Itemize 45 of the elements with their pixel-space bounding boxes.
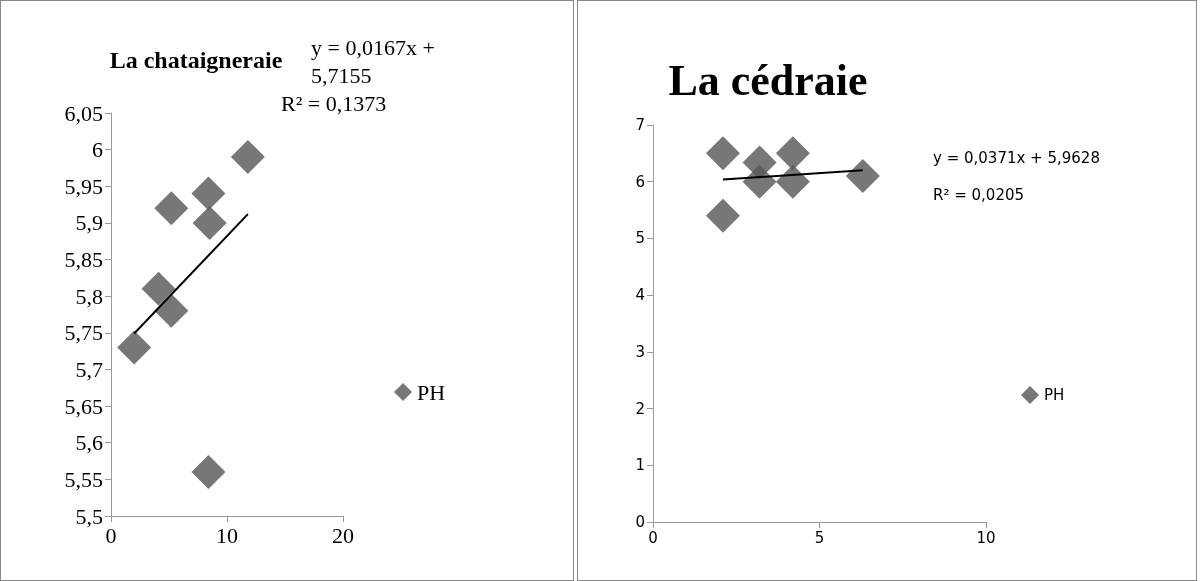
annotation: y = 0,0371x + 5,9628 [933,148,1100,167]
y-tick-label: 5,55 [64,466,103,492]
point [191,455,226,490]
point [191,176,226,211]
y-tick-label: 5,6 [75,430,103,456]
y-tick-label: 1 [635,456,645,475]
chart-title: La cédraie [668,55,868,105]
y-tick-label: 2 [635,399,645,418]
y-tick-label: 5,7 [75,356,103,382]
point [705,136,740,171]
y-tick-label: 5,5 [75,503,103,529]
y-tick-label: 3 [635,342,645,361]
y-tick-label: 5,8 [75,283,103,309]
y-tick-label: 5 [635,229,645,248]
x-tick-label: 10 [216,522,238,548]
point [742,164,777,199]
point [117,330,152,365]
point [705,198,740,233]
legend-label: PH [1044,386,1065,404]
y-tick-label: 5,75 [64,320,103,346]
annotation: R² = 0,0205 [933,185,1025,204]
legend-label: PH [417,379,446,405]
y-tick-label: 4 [635,286,645,305]
x-tick-label: 20 [332,522,354,548]
point [154,191,189,226]
x-tick-label: 5 [814,528,825,547]
y-tick-label: 5,9 [75,210,103,236]
y-tick-label: 7 [635,116,645,134]
y-tick-label: 5,85 [64,247,103,273]
point [845,159,880,194]
point [775,164,810,199]
y-tick-label: 6 [92,137,103,163]
x-tick-label: 0 [648,528,658,547]
x-tick-label: 10 [976,528,996,547]
chart-title: La chataigneraie [109,47,283,73]
text: y = 0,0167x + 5,7155 [311,34,441,88]
point [230,139,265,174]
y-tick-label: 5,95 [64,173,103,199]
point [141,271,176,306]
y-tick-label: 6 [635,172,645,191]
annotation: R² = 0,1373 [281,90,387,116]
y-tick-label: 5,65 [64,393,103,419]
point [192,205,227,240]
point [154,293,189,328]
y-tick-label: 6,05 [64,100,103,126]
